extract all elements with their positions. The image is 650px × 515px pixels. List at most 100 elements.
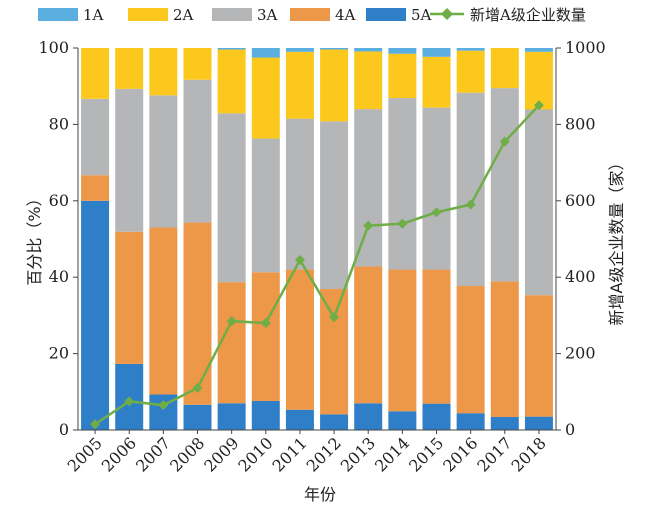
bar-3A-2017 <box>490 88 519 282</box>
legend: 1A 2A 3A 4A 5A 新增A级企业数量 <box>38 6 586 24</box>
line-point-2016 <box>465 199 476 210</box>
y-tick-label: 80 <box>49 114 69 133</box>
line-point-2015 <box>431 207 442 218</box>
y-axis-title: 百分比（%） <box>25 190 44 285</box>
line-point-2007 <box>158 400 169 411</box>
bar-5A-2013 <box>354 403 383 430</box>
left-y-ticks: 0 20 40 60 80 100 <box>38 38 78 439</box>
bar-5A-2005 <box>81 200 110 430</box>
x-tick-label: 2016 <box>439 433 481 475</box>
bar-1A-2015 <box>422 48 451 57</box>
bar-3A-2015 <box>422 107 451 270</box>
y2-tick-label: 600 <box>565 191 596 210</box>
bar-5A-2017 <box>490 417 519 430</box>
legend-label-4A: 4A <box>335 6 356 24</box>
bar-2A-2017 <box>490 48 519 89</box>
legend-swatch-4A <box>290 8 330 21</box>
bar-3A-2018 <box>524 109 553 296</box>
bar-3A-2006 <box>115 88 144 232</box>
y2-tick-label: 0 <box>565 420 575 439</box>
bar-2A-2014 <box>388 53 417 99</box>
bar-5A-2009 <box>217 403 246 430</box>
line-point-2018 <box>533 100 544 111</box>
bar-5A-2016 <box>456 413 485 430</box>
line-series <box>94 104 540 426</box>
bar-3A-2008 <box>183 79 212 223</box>
bars <box>81 48 553 430</box>
bar-2A-2005 <box>81 48 110 99</box>
bar-4A-2014 <box>388 269 417 412</box>
bar-2A-2006 <box>115 48 144 89</box>
bar-1A-2010 <box>251 48 280 58</box>
legend-label-1A: 1A <box>83 6 104 24</box>
x-tick-label: 2017 <box>473 433 515 475</box>
bar-3A-2014 <box>388 98 417 270</box>
bar-1A-2009 <box>217 48 246 50</box>
bar-3A-2009 <box>217 113 246 283</box>
x-tick-label: 2012 <box>303 433 345 475</box>
bar-1A-2014 <box>388 48 417 54</box>
bar-4A-2010 <box>251 272 280 401</box>
bar-5A-2018 <box>524 416 553 430</box>
bar-2A-2009 <box>217 49 246 114</box>
line-point-2009 <box>226 316 237 327</box>
bar-2A-2011 <box>285 51 314 119</box>
line-point-2010 <box>260 318 271 329</box>
bar-4A-2009 <box>217 282 246 404</box>
x-tick-label: 2018 <box>508 433 550 475</box>
legend-line-marker <box>441 8 453 20</box>
bar-4A-2007 <box>149 227 178 395</box>
y2-tick-label: 800 <box>565 114 596 133</box>
x-tick-label: 2005 <box>64 433 106 475</box>
x-tick-label: 2006 <box>98 433 140 475</box>
trend-line <box>90 100 544 430</box>
bar-5A-2012 <box>320 414 349 430</box>
legend-label-line: 新增A级企业数量 <box>470 6 586 24</box>
bar-5A-2010 <box>251 400 280 430</box>
line-point-2017 <box>499 136 510 147</box>
y-tick-label: 0 <box>59 420 69 439</box>
legend-swatch-5A <box>366 8 406 21</box>
bar-4A-2008 <box>183 222 212 405</box>
right-y-ticks: 0 200 400 600 800 1000 <box>556 38 606 439</box>
bar-3A-2013 <box>354 109 383 267</box>
bar-4A-2011 <box>285 269 314 410</box>
y-tick-label: 40 <box>49 267 69 286</box>
x-tick-label: 2015 <box>405 433 447 475</box>
x-axis-title: 年份 <box>304 485 336 504</box>
line-point-2011 <box>294 255 305 266</box>
bar-3A-2011 <box>285 118 314 270</box>
bar-4A-2012 <box>320 289 349 415</box>
line-point-2006 <box>124 396 135 407</box>
bar-1A-2013 <box>354 48 383 52</box>
legend-swatch-3A <box>212 8 252 21</box>
bar-4A-2018 <box>524 295 553 417</box>
y2-tick-label: 1000 <box>565 38 606 57</box>
legend-label-2A: 2A <box>173 6 194 24</box>
y2-tick-label: 200 <box>565 344 596 363</box>
y-tick-label: 60 <box>49 191 69 210</box>
x-tick-label: 2013 <box>337 433 379 475</box>
line-point-2014 <box>397 218 408 229</box>
bar-4A-2015 <box>422 269 451 404</box>
line-point-2012 <box>329 312 340 323</box>
bar-2A-2010 <box>251 57 280 139</box>
bar-2A-2008 <box>183 48 212 80</box>
x-tick-label: 2014 <box>371 433 413 475</box>
y-tick-label: 100 <box>38 38 69 57</box>
x-tick-label: 2011 <box>269 433 311 475</box>
y2-axis-title: 新增A级企业数量（家） <box>607 155 626 326</box>
line-point-2013 <box>363 220 374 231</box>
bar-2A-2015 <box>422 56 451 108</box>
bar-5A-2014 <box>388 411 417 430</box>
bar-3A-2007 <box>149 95 178 228</box>
bar-3A-2005 <box>81 98 110 176</box>
bar-2A-2016 <box>456 50 485 93</box>
y-tick-label: 20 <box>49 344 69 363</box>
bar-1A-2011 <box>285 48 314 52</box>
legend-swatch-2A <box>128 8 168 21</box>
bar-1A-2018 <box>524 48 553 52</box>
x-tick-label: 2007 <box>132 433 174 475</box>
x-ticks: 2005200620072008200920102011201220132014… <box>64 430 550 476</box>
